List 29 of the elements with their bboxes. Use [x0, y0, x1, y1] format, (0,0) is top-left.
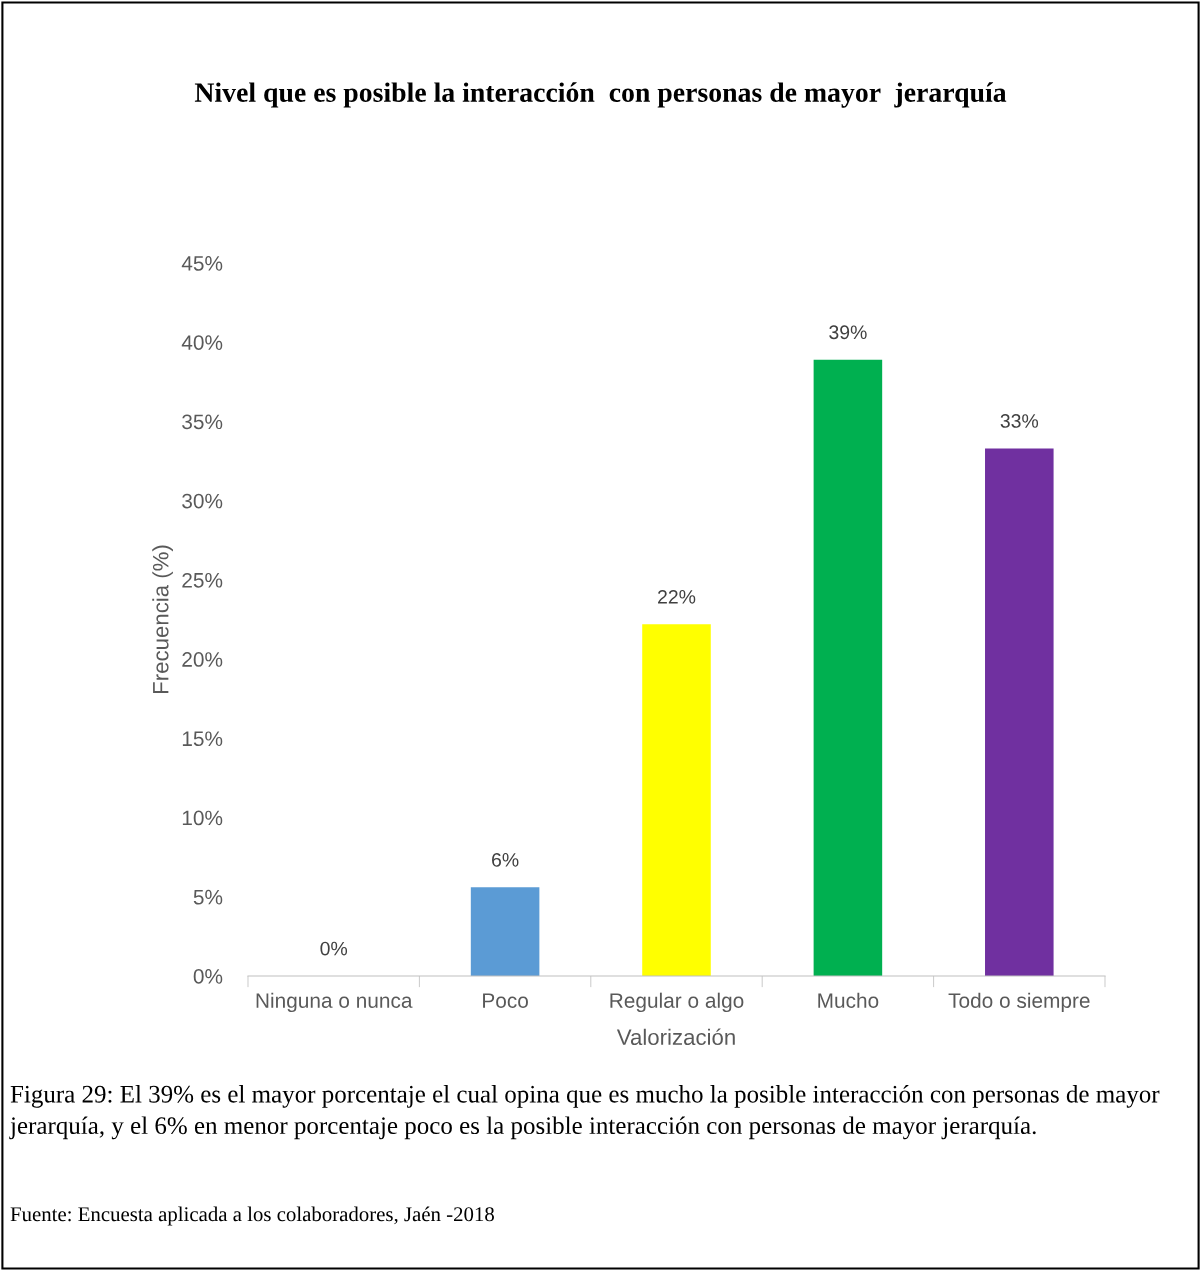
y-tick-label: 0%: [193, 969, 223, 984]
y-tick-label: 35%: [182, 414, 223, 430]
bar: [642, 624, 711, 976]
y-tick-label: 45%: [181, 256, 223, 271]
data-label: 33%: [1000, 414, 1039, 428]
data-label: 6%: [492, 852, 519, 867]
data-label: 39%: [829, 325, 867, 340]
data-label: 0%: [320, 941, 348, 956]
y-tick-label: 20%: [182, 652, 223, 667]
y-tick-label: 30%: [182, 493, 223, 509]
bar: [985, 448, 1054, 976]
bar: [813, 359, 883, 976]
x-axis-title: Valorización: [616, 1028, 735, 1046]
x-tick-label: Regular o algo: [610, 992, 744, 1013]
x-tick-label: Todo o siempre: [948, 992, 1090, 1013]
y-tick-label: 40%: [181, 335, 223, 350]
chart-title: Nivel que es posible la interacción con personas de mayor jerarquía: [194, 82, 1007, 108]
x-tick-label: Poco: [483, 993, 528, 1008]
y-tick-label: 25%: [182, 572, 223, 588]
x-tick-label: Ninguna o nunca: [256, 992, 413, 1013]
y-tick-label: 15%: [182, 731, 223, 747]
source-note: Fuente: Encuesta aplicada a los colaboradores, Jaén -2018: [10, 1206, 494, 1226]
y-axis-title: Frecuencia (%): [152, 545, 173, 693]
y-tick-label: 10%: [182, 810, 223, 826]
data-label: 22%: [658, 589, 696, 604]
bar: [470, 887, 540, 976]
y-tick-label: 5%: [193, 889, 223, 905]
text: Figura 29: El 39% es el mayor porcentaje el cual opina que es mucho la posible interacción con personas de mayor jerarquía, y el 6% en menor porcentaje poco es la posible interacción con personas de mayor jerarquía.: [9, 1085, 1160, 1140]
x-tick-label: Mucho: [818, 992, 879, 1008]
